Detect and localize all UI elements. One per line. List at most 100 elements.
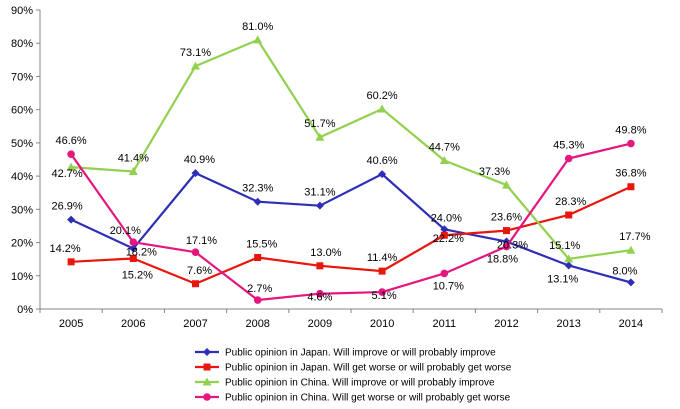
data-label: 73.1%	[180, 47, 211, 59]
data-label: 4.6%	[307, 292, 332, 304]
data-label: 17.7%	[619, 231, 650, 243]
series-3-marker	[191, 61, 200, 70]
x-tick-label: 2009	[308, 318, 332, 330]
series-3-marker	[377, 104, 387, 113]
data-label: 23.6%	[491, 212, 522, 224]
y-tick-label: 90%	[11, 5, 33, 17]
series-2-marker	[192, 280, 199, 288]
series-1-marker	[440, 225, 449, 234]
x-tick-label: 2012	[494, 318, 518, 330]
data-label: 14.2%	[49, 243, 80, 255]
series-2-marker	[254, 254, 262, 262]
series-2-marker	[503, 227, 510, 235]
y-tick-label: 10%	[11, 271, 33, 283]
data-label: 42.7%	[51, 168, 82, 180]
y-tick-label: 0%	[17, 304, 33, 316]
series-3-marker	[128, 166, 138, 175]
series-3-marker	[66, 162, 76, 171]
legend-marker	[202, 377, 212, 386]
series-3-marker	[253, 35, 263, 44]
data-label: 44.7%	[429, 141, 460, 153]
series-2-marker	[627, 183, 635, 191]
data-label: 10.7%	[433, 280, 464, 292]
data-label: 26.9%	[51, 201, 82, 213]
series-2-marker	[129, 255, 137, 263]
series-1-marker	[315, 201, 324, 210]
series-line-4	[70, 142, 632, 302]
data-label: 60.2%	[366, 90, 397, 102]
series-2-marker	[440, 231, 448, 239]
series-3-marker	[439, 155, 449, 164]
data-label: 49.8%	[615, 125, 646, 137]
legend-label: Public opinion in China. Will improve or…	[225, 378, 495, 389]
data-label: 20.1%	[110, 225, 141, 237]
chart-legend: Public opinion in Japan. Will improve or…	[195, 348, 512, 404]
series-4-marker	[253, 296, 262, 304]
series-2-marker	[378, 267, 386, 275]
y-tick-label: 20%	[11, 238, 33, 250]
x-tick-label: 2013	[556, 318, 580, 330]
data-labels: 26.9% 18.2% 40.9% 32.3% 31.1% 40.6% 24.0% 20.3%…	[49, 21, 650, 304]
data-label: 81.0%	[242, 21, 273, 33]
series-1-marker	[67, 215, 76, 224]
data-label: 15.2%	[122, 270, 153, 282]
legend-label: Public opinion in Japan. Will improve or…	[225, 348, 496, 359]
x-tick-label: 2014	[619, 318, 643, 330]
data-label: 13.0%	[310, 247, 341, 259]
series-4-marker	[191, 248, 200, 256]
data-label: 24.0%	[431, 212, 462, 224]
x-tick-label: 2006	[121, 318, 145, 330]
data-label: 11.4%	[367, 252, 398, 264]
legend-marker	[203, 348, 211, 356]
chart-axes: 0% 10% 20% 30% 40% 50% 60% 70% 80% 90% 2005 2006 200…	[11, 5, 663, 330]
data-label: 28.3%	[555, 196, 586, 208]
series-3-marker	[564, 254, 574, 263]
x-tick-label: 2007	[183, 318, 207, 330]
series-3-marker	[315, 132, 325, 141]
y-tick-label: 60%	[11, 105, 33, 117]
y-tick-label: 50%	[11, 138, 33, 150]
series-3-marker	[626, 245, 636, 254]
data-label: 18.2%	[126, 247, 157, 259]
data-label: 32.3%	[242, 183, 273, 195]
legend-label: Public opinion in Japan. Will get worse …	[225, 363, 512, 374]
data-label: 51.7%	[304, 118, 335, 130]
series-4-marker	[502, 242, 511, 251]
data-label: 5.1%	[372, 290, 397, 302]
series-2-marker	[565, 211, 573, 219]
data-label: 37.3%	[479, 166, 510, 178]
data-label: 41.4%	[118, 152, 149, 164]
data-label: 2.7%	[247, 283, 272, 295]
series-1-marker	[191, 169, 200, 178]
y-tick-label: 30%	[11, 204, 33, 216]
series-1-marker	[564, 261, 573, 270]
series-line-1	[70, 172, 632, 284]
data-label: 36.8%	[615, 168, 646, 180]
legend-marker	[203, 363, 211, 371]
series-2-marker	[67, 258, 75, 266]
x-tick-label: 2011	[432, 318, 456, 330]
data-label: 15.1%	[549, 240, 580, 252]
data-label: 40.6%	[366, 155, 397, 167]
series-4-marker	[440, 269, 449, 278]
data-label: 18.8%	[487, 254, 518, 266]
x-tick-label: 2010	[370, 318, 394, 330]
legend-marker	[203, 393, 211, 401]
data-label: 45.3%	[553, 140, 584, 152]
series-line-3	[71, 38, 632, 260]
series-4-marker	[627, 139, 635, 148]
data-label: 15.5%	[246, 239, 277, 251]
data-label: 40.9%	[184, 154, 215, 166]
legend-label: Public opinion in China. Will get worse …	[225, 393, 511, 404]
series-4-marker	[316, 289, 324, 298]
series-lines	[66, 35, 636, 304]
y-tick-label: 40%	[11, 171, 33, 183]
data-label: 46.6%	[55, 135, 86, 147]
series-line-2	[71, 185, 632, 285]
series-4-marker	[67, 150, 75, 158]
data-label: 31.1%	[304, 187, 335, 199]
data-label: 7.6%	[187, 265, 212, 277]
data-label: 17.1%	[186, 235, 217, 247]
x-tick-label: 2008	[245, 318, 269, 330]
